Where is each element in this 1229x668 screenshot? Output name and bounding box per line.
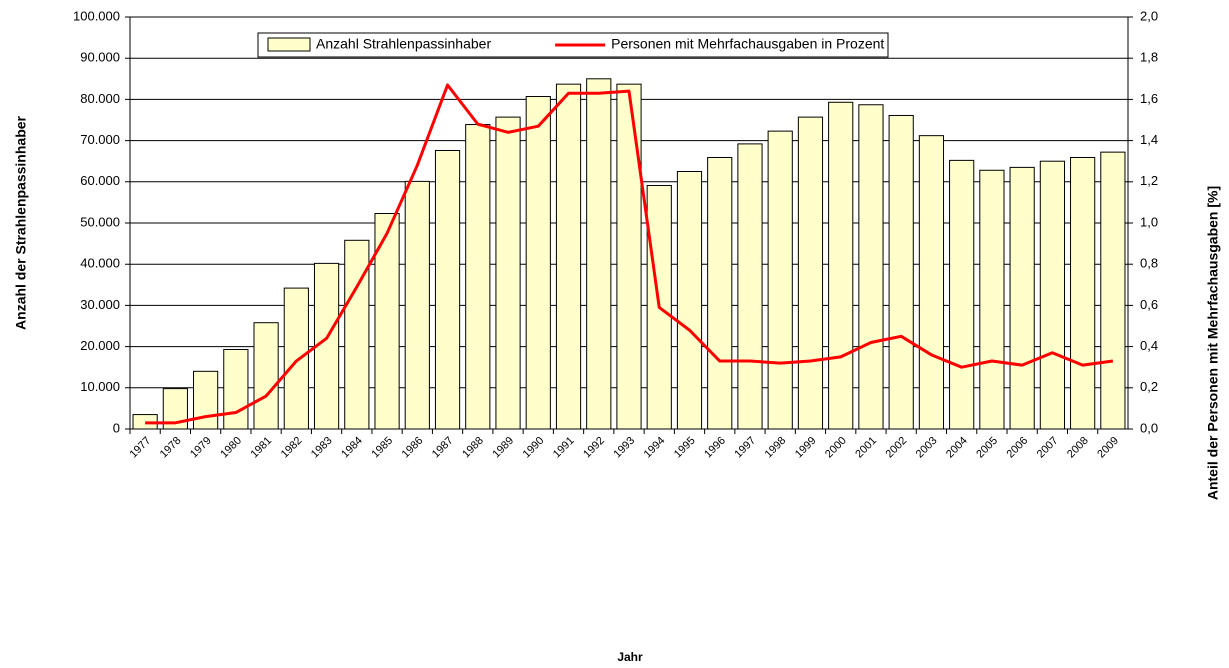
bar — [283, 287, 309, 430]
bar — [1100, 151, 1126, 430]
y2-tick-label: 1,4 — [1140, 132, 1158, 147]
bar — [525, 96, 551, 430]
y2-tick-label: 0,4 — [1140, 338, 1158, 353]
y-axis-title: Anzahl der Strahlenpassinhaber — [13, 115, 29, 329]
y-tick-label: 40.000 — [80, 256, 120, 271]
bar — [828, 101, 854, 430]
legend-label: Personen mit Mehrfachausgaben in Prozent — [611, 36, 884, 52]
y2-tick-label: 1,8 — [1140, 50, 1158, 65]
bar — [223, 348, 249, 430]
y-tick-label: 50.000 — [80, 214, 120, 229]
y2-tick-label: 1,0 — [1140, 214, 1158, 229]
x-tick-label: 1979 — [188, 435, 214, 461]
x-tick-label: 1992 — [581, 435, 607, 461]
y2-tick-label: 1,6 — [1140, 91, 1158, 106]
y-tick-label: 70.000 — [80, 132, 120, 147]
bar — [586, 78, 612, 430]
x-tick-label: 1990 — [521, 435, 547, 461]
y-tick-label: 20.000 — [80, 338, 120, 353]
x-tick-label: 2002 — [884, 435, 910, 461]
bar — [767, 130, 793, 430]
x-tick-label: 1988 — [460, 435, 486, 461]
bar — [888, 114, 914, 430]
x-axis-title: Jahr — [617, 650, 643, 664]
x-tick-label: 2007 — [1035, 435, 1061, 461]
y-tick-label: 60.000 — [80, 173, 120, 188]
y-tick-label: 90.000 — [80, 50, 120, 65]
bar — [918, 135, 945, 430]
x-tick-label: 1982 — [279, 435, 305, 461]
x-tick-label: 2000 — [823, 435, 849, 461]
x-tick-label: 2003 — [914, 435, 940, 461]
x-tick-label: 2004 — [944, 435, 970, 461]
x-tick-label: 1980 — [218, 435, 244, 461]
bar — [979, 169, 1005, 430]
bar — [555, 83, 582, 430]
y-tick-label: 80.000 — [80, 91, 120, 106]
bar — [707, 156, 733, 430]
y2-tick-label: 2,0 — [1140, 8, 1158, 23]
bar — [495, 116, 521, 430]
x-tick-label: 1983 — [309, 435, 335, 461]
bar — [949, 159, 975, 430]
bar — [1039, 160, 1065, 430]
x-tick-label: 2006 — [1005, 435, 1031, 461]
bar — [858, 104, 884, 430]
x-tick-label: 1985 — [369, 435, 395, 461]
x-tick-label: 1999 — [793, 435, 819, 461]
y-tick-label: 30.000 — [80, 297, 120, 312]
y2-tick-label: 0,8 — [1140, 256, 1158, 271]
bar — [1070, 156, 1096, 430]
x-tick-label: 1995 — [672, 435, 698, 461]
y2-tick-label: 1,2 — [1140, 173, 1158, 188]
x-tick-label: 2005 — [974, 435, 1000, 461]
line — [145, 83, 1114, 425]
x-tick-label: 2009 — [1095, 435, 1121, 461]
bar — [434, 149, 461, 430]
bar — [616, 83, 642, 430]
y-tick-label: 10.000 — [80, 379, 120, 394]
x-tick-label: 1977 — [127, 435, 153, 461]
legend-label: Anzahl Strahlenpassinhaber — [316, 36, 491, 52]
x-tick-label: 1981 — [248, 435, 274, 461]
y-tick-label: 0 — [113, 420, 120, 435]
bar — [797, 116, 824, 430]
bar — [253, 322, 279, 430]
x-tick-label: 1989 — [490, 435, 516, 461]
bar — [737, 143, 763, 430]
y-tick-label: 100.000 — [73, 8, 120, 23]
x-tick-label: 2001 — [853, 435, 879, 461]
bar — [1009, 166, 1035, 430]
bar — [465, 124, 491, 430]
x-tick-label: 1994 — [642, 435, 668, 461]
legend: Anzahl Strahlenpassinhaber Personen mit M… — [257, 32, 889, 58]
x-tick-label: 1986 — [400, 435, 426, 461]
x-tick-label: 1996 — [702, 435, 728, 461]
x-tick-label: 1998 — [763, 435, 789, 461]
x-tick-label: 1991 — [551, 435, 577, 461]
x-tick-label: 1978 — [158, 435, 184, 461]
x-tick-label: 1997 — [732, 435, 758, 461]
x-tick-label: 2008 — [1065, 435, 1091, 461]
y2-axis-title: Anteil der Personen mit Mehrfachausgaben… — [1205, 186, 1221, 500]
bar — [404, 180, 430, 430]
legend-swatch — [267, 37, 311, 52]
y2-tick-label: 0,6 — [1140, 297, 1158, 312]
bar — [344, 239, 370, 430]
y2-tick-label: 0,0 — [1140, 420, 1158, 435]
bar — [193, 370, 219, 430]
x-tick-label: 1993 — [611, 435, 637, 461]
bar — [676, 171, 703, 430]
x-tick-label: 1987 — [430, 435, 456, 461]
y2-tick-label: 0,2 — [1140, 379, 1158, 394]
x-tick-label: 1984 — [339, 435, 365, 461]
